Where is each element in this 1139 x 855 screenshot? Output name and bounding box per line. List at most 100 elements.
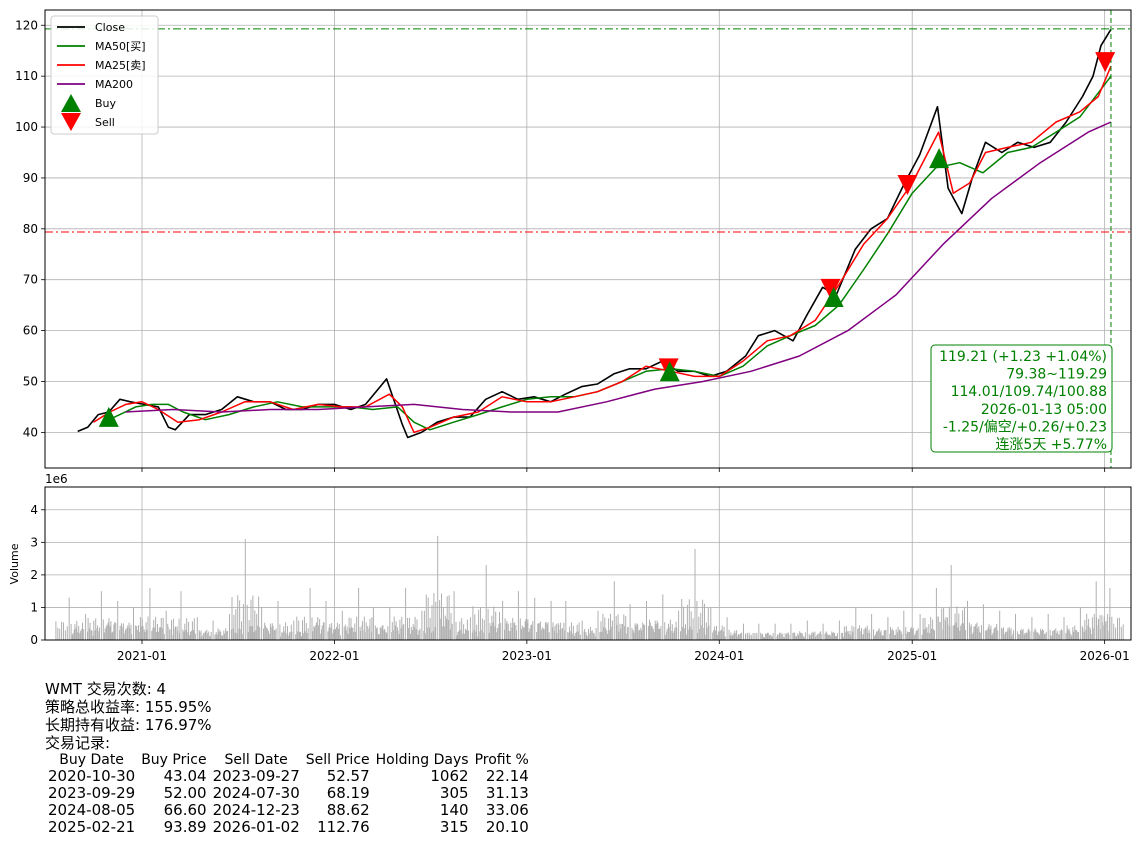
volume-bar	[432, 631, 434, 640]
volume-bar	[638, 630, 640, 640]
volume-bar	[399, 619, 401, 640]
price-ytick-label: 60	[23, 324, 38, 338]
volume-bar	[354, 623, 356, 640]
volume-bar	[923, 629, 925, 640]
volume-bar	[818, 633, 820, 640]
volume-bar	[881, 635, 883, 640]
volume-bar	[460, 630, 462, 640]
volume-bar	[820, 631, 822, 640]
sell-date: 2023-09-27	[212, 767, 300, 785]
volume-bar	[158, 631, 160, 640]
volume-bar	[241, 621, 242, 640]
volume-bar	[520, 629, 522, 640]
volume-bar	[365, 631, 367, 640]
volume-bar	[750, 635, 752, 640]
volume-bar	[685, 624, 686, 640]
volume-bar	[723, 627, 725, 640]
volume-bar	[1066, 625, 1068, 640]
volume-bar	[1050, 635, 1052, 640]
volume-bar	[1083, 632, 1085, 640]
price-ytick-label: 50	[23, 374, 38, 388]
volume-bar	[85, 614, 87, 640]
volume-bar	[283, 631, 285, 640]
volume-bar	[515, 625, 517, 640]
holding-days: 140	[439, 801, 469, 819]
volume-bar	[193, 630, 194, 640]
price-ytick-label: 80	[23, 222, 38, 236]
volume-bar	[668, 623, 669, 640]
volume-bar	[702, 599, 704, 640]
volume-bar	[794, 633, 796, 640]
volume-bar	[231, 597, 233, 640]
volume-bar	[803, 637, 805, 640]
volume-bar	[189, 635, 191, 640]
volume-bar	[275, 628, 277, 640]
volume-bar	[842, 632, 843, 640]
volume-bar	[889, 633, 891, 640]
volume-bar	[683, 628, 685, 640]
volume-bar	[724, 636, 726, 640]
volume-bar	[760, 632, 762, 640]
volume-bar	[869, 632, 871, 640]
volume-bar	[597, 610, 599, 640]
volume-bar	[61, 621, 63, 640]
volume-bar	[912, 629, 913, 640]
annotation-line: -1.25/偏空/+0.26/+0.23	[943, 419, 1107, 435]
volume-bar	[338, 628, 339, 640]
volume-bar	[595, 636, 596, 640]
volume-bar	[825, 631, 827, 640]
price-ytick-label: 120	[15, 18, 38, 32]
volume-bar	[382, 625, 384, 640]
volume-bar	[954, 613, 956, 640]
volume-bar	[641, 630, 642, 640]
volume-bar	[530, 625, 532, 640]
volume-bar	[915, 630, 917, 640]
volume-bar	[541, 629, 543, 640]
volume-bar	[225, 628, 227, 640]
volume-bar	[647, 625, 649, 640]
volume-bar	[306, 633, 308, 640]
volume-bar	[115, 622, 117, 640]
volume-bar	[457, 632, 459, 640]
volume-bar	[1006, 631, 1008, 640]
volume-bar	[513, 622, 515, 640]
volume-bar	[383, 630, 385, 640]
volume-bar	[208, 631, 210, 640]
volume-bar	[143, 629, 145, 640]
volume-bar	[737, 636, 739, 640]
volume-bar	[259, 627, 261, 640]
volume-bar	[984, 630, 986, 640]
volume-bar	[935, 587, 937, 640]
volume-bar	[312, 631, 314, 640]
volume-bar	[793, 632, 795, 640]
volume-bar	[1043, 633, 1045, 640]
annotation-line: 2026-01-13 05:00	[981, 402, 1107, 418]
volume-bar	[174, 626, 176, 640]
volume-bar	[1113, 623, 1115, 640]
volume-bar	[601, 631, 603, 640]
volume-bar	[141, 619, 143, 640]
volume-bar	[982, 604, 984, 640]
volume-bar	[906, 633, 908, 640]
volume-bar	[425, 633, 427, 640]
volume-bar	[285, 633, 287, 640]
volume-bar	[864, 627, 866, 640]
volume-bar	[835, 636, 837, 640]
volume-bar	[376, 627, 378, 640]
volume-bar	[1069, 631, 1071, 640]
volume-bar	[367, 626, 369, 640]
volume-bar	[1082, 628, 1084, 640]
volume-bar	[857, 629, 859, 640]
volume-bar	[884, 630, 886, 640]
volume-bar	[843, 626, 845, 640]
sell-marker	[1095, 52, 1116, 73]
volume-bar	[735, 633, 737, 640]
volume-bar	[423, 610, 425, 640]
volume-bar	[109, 626, 111, 640]
volume-bar	[212, 620, 214, 640]
volume-bar	[536, 632, 538, 640]
volume-bar	[268, 630, 269, 640]
volume-bar	[261, 607, 263, 640]
volume-bar	[149, 587, 151, 640]
volume-bar	[591, 630, 593, 640]
